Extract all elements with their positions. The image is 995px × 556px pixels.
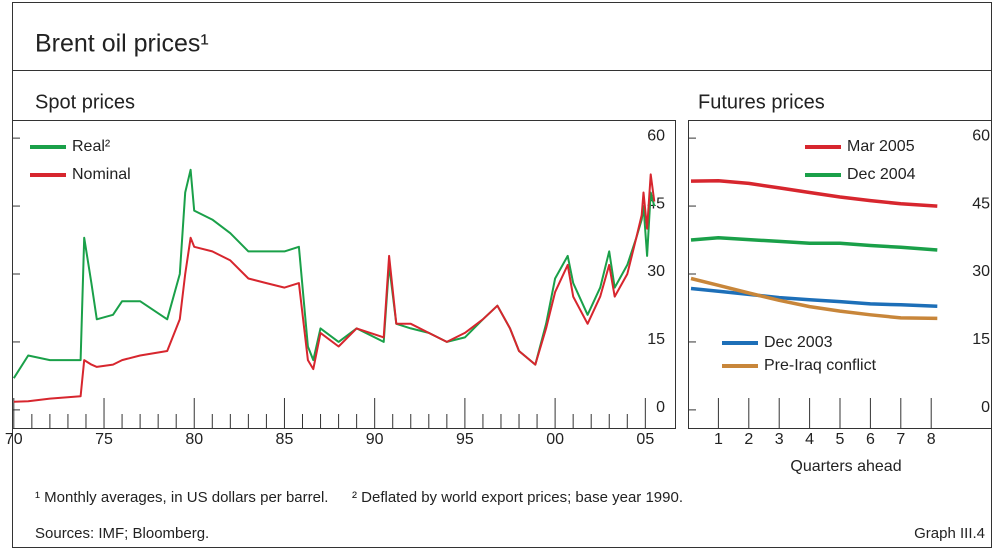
series-line <box>690 286 938 308</box>
x-tick-label: 05 <box>636 431 654 448</box>
legend-label: Real² <box>72 138 111 155</box>
legend-label: Dec 2003 <box>764 334 833 351</box>
sources: Sources: IMF; Bloomberg. <box>35 525 209 542</box>
y-tick-label: 30 <box>972 263 990 280</box>
x-tick-label: 85 <box>276 431 294 448</box>
x-axis-label: Quarters ahead <box>790 458 901 475</box>
legend-label: Pre-Iraq conflict <box>764 357 877 374</box>
x-tick-label: 6 <box>866 431 875 448</box>
subtitle: Futures prices <box>698 91 825 113</box>
series-line <box>13 173 656 403</box>
x-tick-label: 80 <box>185 431 203 448</box>
y-tick-label: 60 <box>972 127 990 144</box>
x-tick-label: 5 <box>836 431 845 448</box>
y-tick-label: 45 <box>972 195 990 212</box>
plot-frame <box>688 120 992 429</box>
x-tick-label: 7 <box>896 431 905 448</box>
x-tick-label: 3 <box>775 431 784 448</box>
y-tick-label: 60 <box>647 127 665 144</box>
x-tick-label: 00 <box>546 431 564 448</box>
x-tick-label: 2 <box>744 431 753 448</box>
footnote: ¹ Monthly averages, in US dollars per ba… <box>35 489 328 506</box>
y-tick-label: 0 <box>981 399 990 416</box>
series-line <box>690 276 938 321</box>
title: Brent oil prices¹ <box>35 30 209 58</box>
series-line <box>12 168 656 379</box>
y-tick-label: 0 <box>656 399 665 416</box>
x-tick-label: 75 <box>95 431 113 448</box>
subtitle: Spot prices <box>35 91 135 113</box>
y-tick-label: 15 <box>972 331 990 348</box>
x-tick-label: 4 <box>805 431 814 448</box>
graph-label: Graph III.4 <box>914 525 985 542</box>
legend-label: Nominal <box>72 166 131 183</box>
x-tick-label: 95 <box>456 431 474 448</box>
legend-label: Mar 2005 <box>847 138 915 155</box>
y-tick-label: 15 <box>647 331 665 348</box>
series-line <box>690 236 938 252</box>
x-tick-label: 1 <box>714 431 723 448</box>
x-tick-label: 90 <box>366 431 384 448</box>
x-tick-label: 8 <box>927 431 936 448</box>
footnote: ² Deflated by world export prices; base … <box>352 489 683 506</box>
series-line <box>690 178 938 208</box>
y-tick-label: 30 <box>647 263 665 280</box>
legend-label: Dec 2004 <box>847 166 916 183</box>
x-tick-label: 70 <box>5 431 23 448</box>
